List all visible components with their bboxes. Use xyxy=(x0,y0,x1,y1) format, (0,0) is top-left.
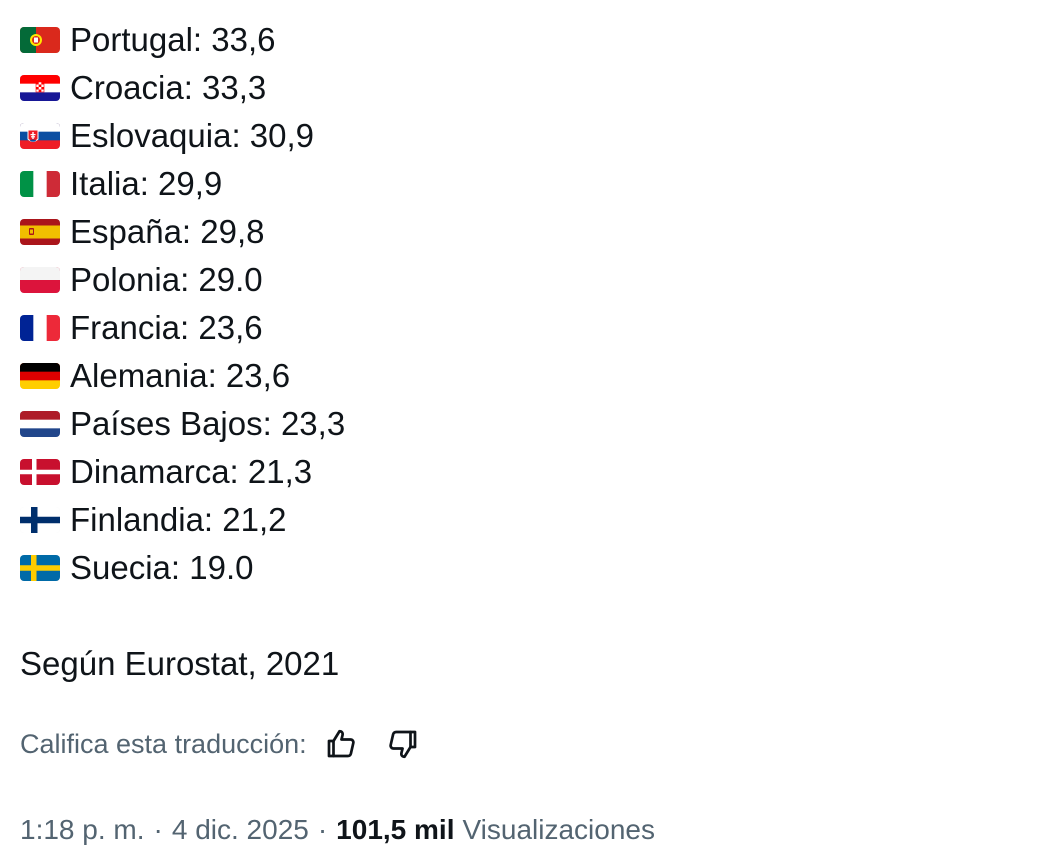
country-list: Portugal: 33,6 Croacia: 33,3 Eslovaquia:… xyxy=(20,16,1020,592)
portugal-flag-icon xyxy=(20,27,60,53)
country-label: Francia: 23,6 xyxy=(70,309,263,346)
rating-prompt: Califica esta traducción: xyxy=(20,728,307,759)
country-label: Croacia: 33,3 xyxy=(70,69,267,106)
country-label: Polonia: 29.0 xyxy=(70,261,263,298)
germany-flag-icon xyxy=(20,363,60,389)
country-row: Portugal: 33,6 xyxy=(20,16,1020,64)
country-label: Italia: 29,9 xyxy=(70,165,223,202)
country-row: Alemania: 23,6 xyxy=(20,352,1020,400)
tweet-body: Portugal: 33,6 Croacia: 33,3 Eslovaquia:… xyxy=(20,16,1020,592)
country-label: Finlandia: 21,2 xyxy=(70,501,287,538)
views-count: 101,5 mil xyxy=(336,814,455,845)
thumbs-down-icon[interactable] xyxy=(383,724,423,764)
translation-rating: Califica esta traducción: xyxy=(20,722,423,766)
thumbs-up-icon[interactable] xyxy=(321,724,361,764)
slovakia-flag-icon xyxy=(20,123,60,149)
country-label: Alemania: 23,6 xyxy=(70,357,291,394)
country-row: Suecia: 19.0 xyxy=(20,544,1020,592)
country-label: Dinamarca: 21,3 xyxy=(70,453,313,490)
meta-separator: · xyxy=(153,814,163,845)
poland-flag-icon xyxy=(20,267,60,293)
source-text: Según Eurostat, 2021 xyxy=(20,645,340,682)
croatia-flag-icon xyxy=(20,75,60,101)
country-label: Países Bajos: 23,3 xyxy=(70,405,346,442)
country-row: Eslovaquia: 30,9 xyxy=(20,112,1020,160)
finland-flag-icon xyxy=(20,507,60,533)
country-label: Portugal: 33,6 xyxy=(70,21,276,58)
country-row: Finlandia: 21,2 xyxy=(20,496,1020,544)
country-label: Suecia: 19.0 xyxy=(70,549,254,586)
country-label: Eslovaquia: 30,9 xyxy=(70,117,315,154)
country-row: Polonia: 29.0 xyxy=(20,256,1020,304)
views-label: Visualizaciones xyxy=(462,814,655,845)
timestamp-time[interactable]: 1:18 p. m. xyxy=(20,814,145,845)
tweet-meta: 1:18 p. m. · 4 dic. 2025 · 101,5 mil Vis… xyxy=(20,808,655,852)
country-row: Croacia: 33,3 xyxy=(20,64,1020,112)
france-flag-icon xyxy=(20,315,60,341)
italy-flag-icon xyxy=(20,171,60,197)
denmark-flag-icon xyxy=(20,459,60,485)
country-row: Países Bajos: 23,3 xyxy=(20,400,1020,448)
country-row: Francia: 23,6 xyxy=(20,304,1020,352)
sweden-flag-icon xyxy=(20,555,60,581)
country-label: España: 29,8 xyxy=(70,213,265,250)
netherlands-flag-icon xyxy=(20,411,60,437)
country-row: Dinamarca: 21,3 xyxy=(20,448,1020,496)
timestamp-date[interactable]: 4 dic. 2025 xyxy=(171,814,309,845)
country-row: Italia: 29,9 xyxy=(20,160,1020,208)
meta-separator: · xyxy=(317,814,328,845)
country-row: España: 29,8 xyxy=(20,208,1020,256)
spain-flag-icon xyxy=(20,219,60,245)
